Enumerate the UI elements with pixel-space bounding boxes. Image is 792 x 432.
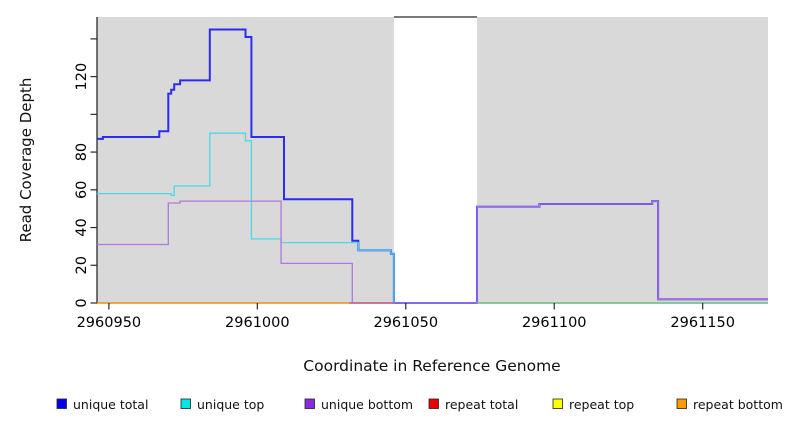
legend-label-unique-top: unique top	[197, 397, 264, 412]
legend-label-unique-bottom: unique bottom	[321, 397, 413, 412]
y-tick-label: 60	[74, 181, 90, 199]
legend-swatch-unique-top	[180, 398, 191, 409]
y-tick-label: 40	[74, 218, 90, 236]
legend-swatch-unique-bottom	[304, 398, 315, 409]
legend-label-repeat-total: repeat total	[445, 397, 518, 412]
legend-swatch-repeat-total	[428, 398, 439, 409]
series-unique-bottom	[97, 200, 768, 304]
y-tick-label: 80	[74, 143, 90, 161]
series-unique-top	[97, 132, 768, 304]
x-tick-label: 2961100	[522, 315, 587, 331]
legend-swatch-repeat-bottom	[676, 398, 687, 409]
y-axis-label: Read Coverage Depth	[17, 78, 35, 243]
legend-label-repeat-top: repeat top	[569, 397, 634, 412]
x-axis-label: Coordinate in Reference Genome	[303, 357, 560, 375]
legend-label-unique-total: unique total	[73, 397, 148, 412]
legend-swatch-unique-total	[56, 398, 67, 409]
x-tick-label: 2961050	[373, 315, 438, 331]
y-tick-label: 120	[74, 63, 90, 91]
covered-region-0	[97, 17, 394, 303]
x-tick-label: 2961150	[670, 315, 735, 331]
x-tick-label: 2960950	[77, 315, 142, 331]
y-tick-label: 20	[74, 256, 90, 274]
x-tick-label: 2961000	[225, 315, 290, 331]
y-tick-label: 0	[74, 298, 90, 307]
legend-label-repeat-bottom: repeat bottom	[693, 397, 783, 412]
legend-swatch-repeat-top	[552, 398, 563, 409]
covered-region-1	[477, 17, 768, 303]
